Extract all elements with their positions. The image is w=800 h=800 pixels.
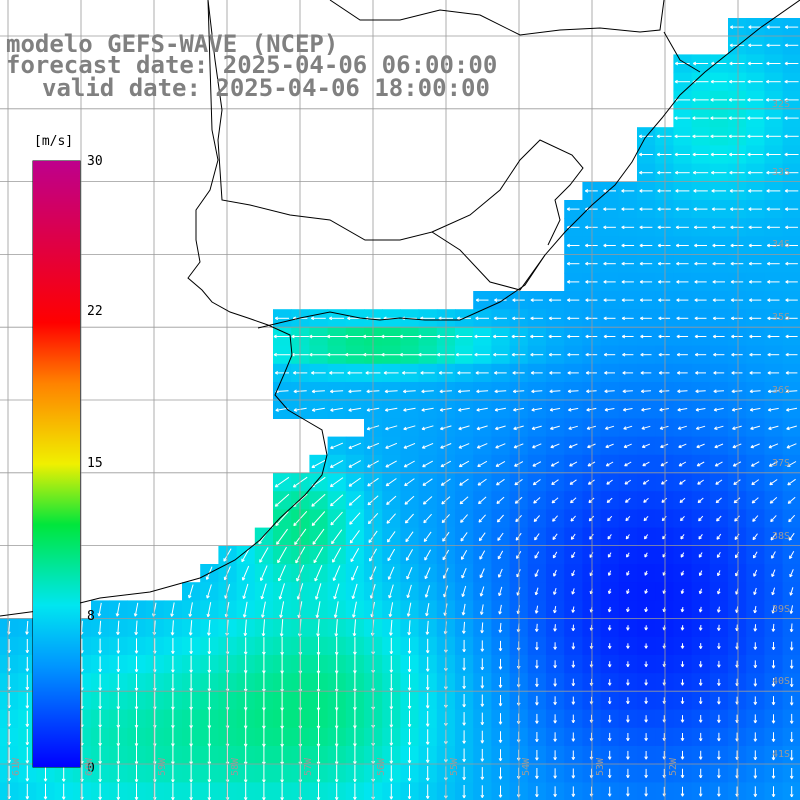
lon-label-61w: 61W: [11, 757, 22, 776]
lon-label-59w: 59W: [157, 757, 168, 776]
lon-label-56w: 56W: [376, 757, 387, 776]
colorbar-tick-0: 0: [87, 761, 95, 776]
colorbar-tick-8: 8: [87, 609, 95, 624]
lat-label-39s: 39S: [772, 604, 791, 615]
colorbar-tick-15: 15: [87, 456, 103, 471]
lon-label-53w: 53W: [595, 757, 606, 776]
lat-label-41s: 41S: [772, 749, 791, 760]
lon-label-55w: 55W: [449, 757, 460, 776]
lat-label-36s: 36S: [772, 385, 791, 396]
lon-label-52w: 52W: [668, 757, 679, 776]
lon-label-58w: 58W: [230, 757, 241, 776]
lon-label-60w: 60W: [84, 757, 95, 776]
model-title: modelo GEFS-WAVE (NCEP): [6, 30, 339, 58]
valid-date: valid date: 2025-04-06 18:00:00: [42, 74, 490, 102]
lat-label-34s: 34S: [772, 239, 791, 250]
lat-label-33s: 33S: [772, 167, 791, 178]
lon-label-54w: 54W: [521, 757, 532, 776]
colorbar-tick-22: 22: [87, 304, 103, 319]
lat-label-38s: 38S: [772, 531, 791, 542]
lon-label-57w: 57W: [303, 757, 314, 776]
colorbar-unit: [m/s]: [34, 134, 74, 149]
country-border: [207, 0, 701, 291]
wind-arrows: [6, 25, 799, 800]
colorbar-gradient: [33, 161, 80, 767]
forecast-date: forecast date: 2025-04-06 06:00:00: [6, 51, 498, 79]
lat-label-35s: 35S: [772, 312, 791, 323]
lat-label-32s: 32S: [772, 99, 791, 110]
lat-label-40s: 40S: [772, 676, 791, 687]
lat-label-37s: 37S: [772, 458, 791, 469]
coastline: [0, 0, 800, 617]
colorbar-tick-30: 30: [87, 154, 103, 169]
